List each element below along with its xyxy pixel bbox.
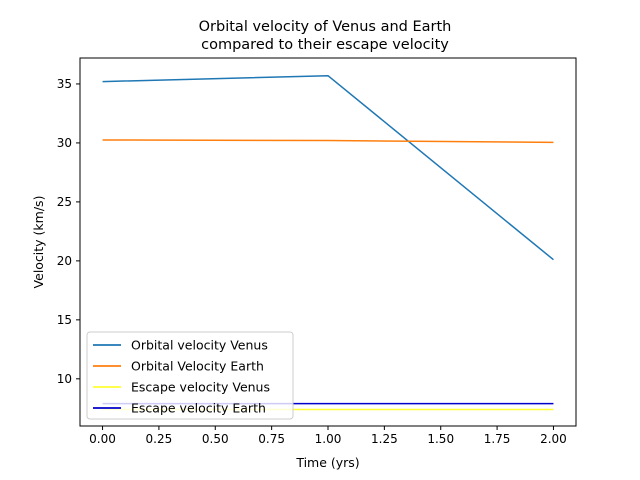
legend-entry-1: Orbital velocity Venus bbox=[131, 338, 268, 353]
legend: Orbital velocity Venus Orbital Velocity E… bbox=[86, 331, 294, 420]
y-tick-label: 25 bbox=[57, 195, 72, 209]
legend-entry-2: Orbital Velocity Earth bbox=[131, 359, 264, 374]
x-tick-label: 1.50 bbox=[427, 432, 454, 446]
y-tick-label: 30 bbox=[57, 136, 72, 150]
y-axis-label: Velocity (km/s) bbox=[31, 196, 46, 289]
series-line-2 bbox=[102, 139, 554, 144]
x-axis-ticks: 0.00 0.25 0.50 0.75 1.00 1.25 1.50 1.75 2.00 bbox=[89, 426, 567, 446]
legend-entry-4: Escape velocity Earth bbox=[131, 401, 266, 416]
x-axis-label: Time (yrs) bbox=[295, 455, 359, 470]
x-tick-label: 0.25 bbox=[146, 432, 173, 446]
y-tick-label: 15 bbox=[57, 313, 72, 327]
legend-entry-3: Escape velocity Venus bbox=[131, 380, 270, 395]
series-line-1 bbox=[102, 74, 554, 261]
y-tick-label: 10 bbox=[57, 372, 72, 386]
x-tick-label: 0.50 bbox=[202, 432, 229, 446]
x-tick-label: 1.25 bbox=[371, 432, 398, 446]
x-tick-label: 1.75 bbox=[484, 432, 511, 446]
y-axis-ticks: 10 15 20 25 30 35 bbox=[57, 77, 80, 386]
x-tick-label: 0.00 bbox=[89, 432, 116, 446]
chart-title-line-1: Orbital velocity of Venus and Earth bbox=[199, 19, 452, 35]
legend-box bbox=[86, 331, 294, 420]
y-tick-label: 20 bbox=[57, 254, 72, 268]
x-tick-label: 1.00 bbox=[315, 432, 342, 446]
chart-title-line-2: compared to their escape velocity bbox=[201, 37, 449, 53]
x-tick-label: 0.75 bbox=[258, 432, 285, 446]
y-tick-label: 35 bbox=[57, 77, 72, 91]
x-tick-label: 2.00 bbox=[540, 432, 567, 446]
